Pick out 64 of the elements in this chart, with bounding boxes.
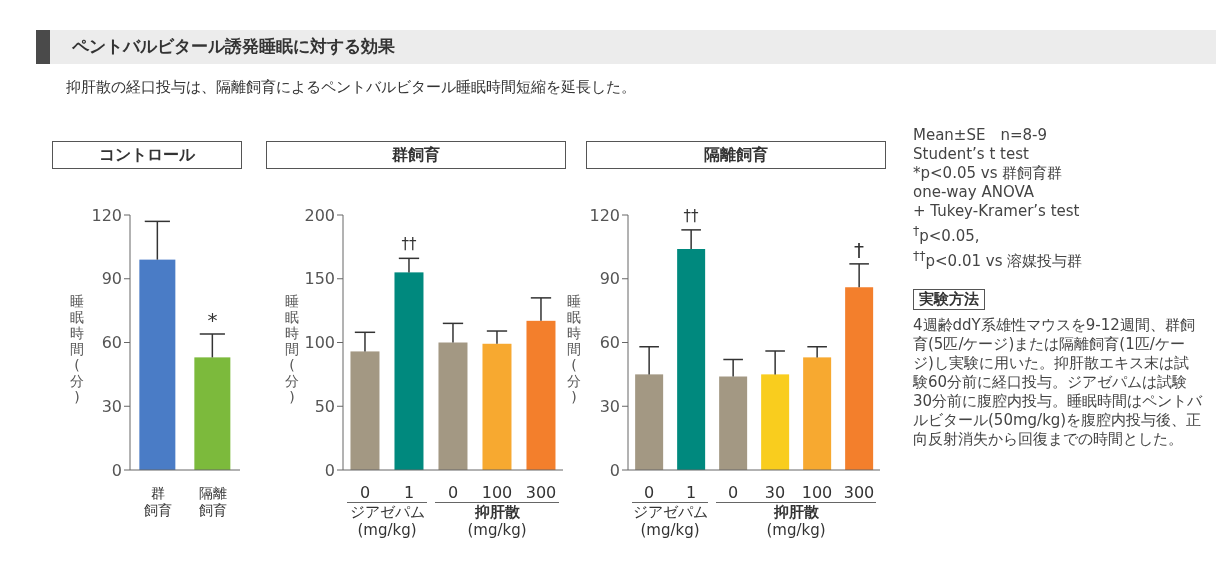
x-tick-label: 100 [801, 483, 833, 502]
bar [677, 249, 706, 470]
text: 実験方法 [913, 289, 985, 310]
annotation: †† [400, 234, 418, 255]
bar [719, 376, 748, 470]
text: ジアゼパム (mg/kg) [632, 503, 708, 539]
annotation: † [853, 237, 865, 262]
y-tick-label: 100 [304, 333, 335, 353]
bar [482, 343, 512, 470]
y-tick-label: 90 [599, 269, 620, 289]
x-tick-label: 100 [481, 483, 513, 502]
x-tick-label: 30 [764, 483, 786, 502]
y-tick-label: 0 [609, 460, 620, 480]
text: Mean±SE n=8-9 [913, 126, 1048, 145]
y-tick-label: 30 [101, 396, 122, 416]
y-axis-title: 睡眠時間(分) [566, 292, 582, 405]
bar [761, 374, 790, 470]
chart-title: コントロール [52, 141, 242, 169]
bar [635, 374, 664, 470]
bar [526, 320, 556, 470]
text: ジアゼパム (mg/kg) [347, 503, 427, 539]
chart-title: 隔離飼育 [586, 141, 886, 169]
text: 抑肝散の経口投与は、隔離飼育によるペントバルビタール睡眠時間短縮を延長した。 [66, 78, 636, 97]
y-tick-label: 150 [304, 269, 335, 289]
y-axis-title: 睡眠時間(分) [69, 292, 85, 405]
bar [438, 342, 468, 470]
y-tick-label: 50 [314, 396, 335, 416]
x-tick-label: 0 [643, 483, 655, 502]
y-tick-label: 120 [91, 205, 122, 225]
annotation: †† [682, 205, 700, 226]
x-tick-label: 1 [685, 483, 697, 502]
bar [350, 351, 380, 470]
bar [845, 287, 874, 470]
y-tick-label: 120 [589, 205, 620, 225]
x-tick-label: 300 [843, 483, 875, 502]
text: + Tukey-Kramer’s test [913, 202, 1081, 221]
y-axis-title: 睡眠時間(分) [284, 292, 300, 405]
text: 4週齢ddY系雄性マウスを9-12週間、群飼育(5匹/ケージ)または隔離飼育(1匹/ケージ)し実験に用いた。抑肝散エキス末は試験60分前に経口投与。ジアゼパムは試験30分前に腹腔内投与。睡眠時間はペントバルビタール(50mg/kg)を腹腔内投与後、正向反射消失から回復までの時間とした。 [913, 316, 1203, 449]
x-tick-label: 300 [525, 483, 557, 502]
y-tick-label: 0 [111, 460, 122, 480]
text: $^{††}$p<0.01 vs 溶媒投与群 [913, 247, 1084, 271]
bar [803, 357, 832, 470]
x-tick-label: 群飼育 [143, 485, 172, 518]
y-tick-label: 30 [599, 396, 620, 416]
text: 抑肝散 (mg/kg) [716, 503, 876, 539]
y-tick-label: 60 [101, 333, 122, 353]
text: *p<0.05 vs 群飼育群 [913, 164, 1064, 183]
y-tick-label: 200 [304, 205, 335, 225]
x-tick-label: 0 [359, 483, 371, 502]
text: Student’s t test [913, 145, 1030, 164]
x-tick-label: 隔離飼育 [198, 485, 227, 518]
text: $^{†}$p<0.05, [913, 222, 981, 246]
bar [394, 272, 424, 470]
text: 抑肝散 (mg/kg) [435, 503, 559, 539]
annotation: * [206, 308, 219, 332]
text: one-way ANOVA [913, 183, 1036, 202]
chart-title: 群飼育 [266, 141, 566, 169]
x-tick-label: 0 [727, 483, 739, 502]
y-tick-label: 90 [101, 269, 122, 289]
x-tick-label: 1 [403, 483, 415, 502]
x-tick-label: 0 [447, 483, 459, 502]
text: ペントバルビタール誘発睡眠に対する効果 [72, 36, 395, 56]
y-tick-label: 60 [599, 333, 620, 353]
y-tick-label: 0 [324, 460, 335, 480]
